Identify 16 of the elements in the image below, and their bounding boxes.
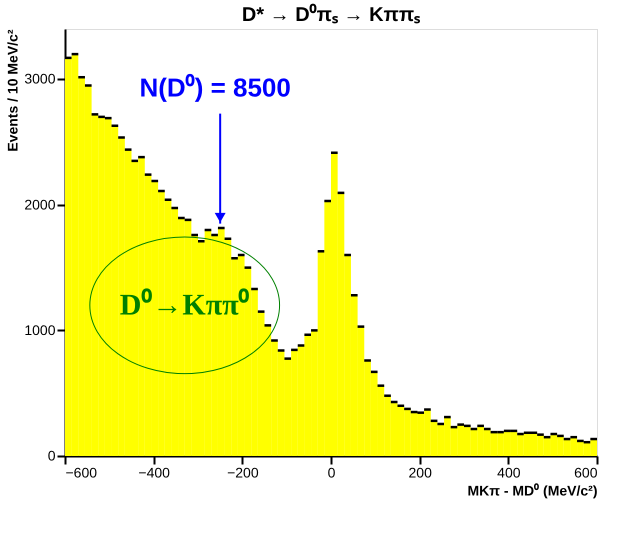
x-tick-label: −200 bbox=[227, 464, 259, 480]
annotation: N(D⁰) = 8500 bbox=[139, 72, 291, 103]
x-tick-label: 400 bbox=[497, 464, 521, 480]
x-tick-label: 0 bbox=[328, 464, 336, 480]
y-tick-label: 2000 bbox=[24, 196, 56, 212]
y-tick-label: 3000 bbox=[24, 70, 56, 87]
x-tick-label: −600 bbox=[66, 464, 98, 480]
x-tick-label: 200 bbox=[408, 464, 432, 480]
y-axis-title: Events / 10 MeV/c² bbox=[4, 29, 20, 152]
x-tick-label: 600 bbox=[574, 464, 598, 480]
annotation: D⁰→Kππ⁰ bbox=[120, 287, 250, 322]
chart-title: D* → D⁰πₛ → Kππₛ bbox=[242, 3, 422, 26]
y-tick-label: 0 bbox=[48, 448, 56, 464]
x-axis-title: MKπ - MD⁰ (MeV/c²) bbox=[467, 482, 598, 498]
y-tick-label: 1000 bbox=[24, 322, 56, 338]
x-tick-label: −400 bbox=[138, 464, 170, 480]
